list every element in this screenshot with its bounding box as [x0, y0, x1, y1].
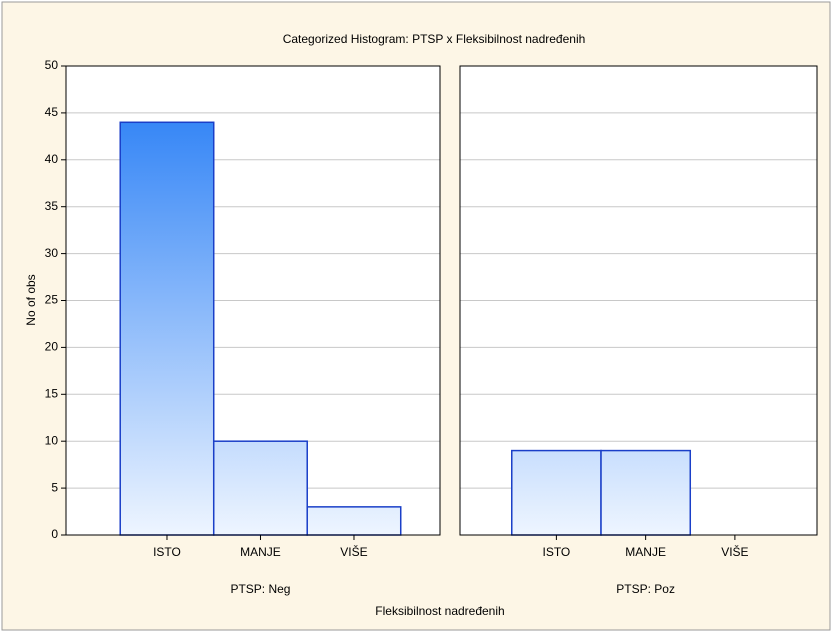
y-tick-label: 5 — [51, 480, 58, 494]
panel-label: PTSP: Neg — [230, 582, 290, 596]
x-axis-label: Fleksibilnost nadređenih — [375, 604, 504, 618]
y-tick-label: 50 — [45, 58, 59, 72]
y-tick-label: 30 — [45, 246, 59, 260]
y-tick-label: 40 — [45, 152, 59, 166]
plot-frame — [65, 65, 441, 536]
y-axis-label: No of obs — [24, 274, 38, 325]
y-tick-label: 15 — [45, 386, 59, 400]
x-tick-label: VIŠE — [340, 544, 367, 559]
x-tick-label: ISTO — [542, 545, 570, 559]
y-tick-label: 25 — [45, 293, 59, 307]
chart-title: Categorized Histogram: PTSP x Fleksibiln… — [283, 32, 586, 46]
x-tick-label: MANJE — [625, 545, 666, 559]
bar — [119, 121, 215, 536]
x-tick-label: MANJE — [240, 545, 281, 559]
plot-frame — [459, 65, 818, 536]
x-tick-label: ISTO — [153, 545, 181, 559]
x-tick-label: VIŠE — [721, 544, 748, 559]
bar — [600, 449, 692, 536]
panel-label: PTSP: Poz — [616, 582, 675, 596]
y-tick-label: 45 — [45, 105, 59, 119]
y-tick-label: 10 — [45, 433, 59, 447]
y-tick-label: 35 — [45, 199, 59, 213]
y-tick-label: 20 — [45, 340, 59, 354]
bar — [511, 449, 602, 536]
bar — [212, 440, 308, 536]
bar — [306, 506, 402, 536]
y-tick-label: 0 — [51, 527, 58, 541]
